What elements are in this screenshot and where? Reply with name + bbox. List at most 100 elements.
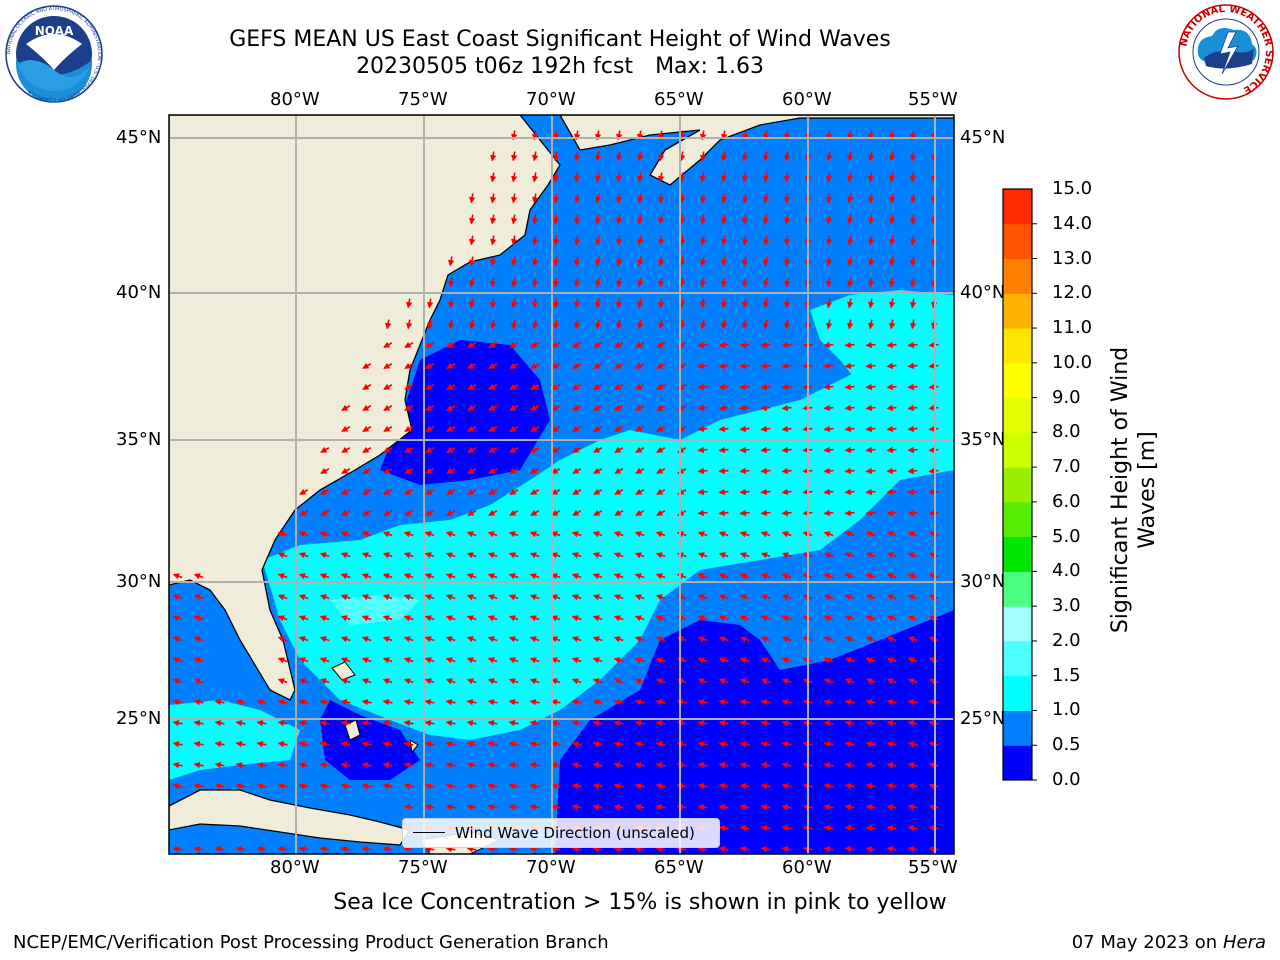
wave-direction-arrow — [572, 509, 582, 516]
wave-direction-arrow — [403, 531, 414, 538]
wave-direction-arrow — [781, 404, 792, 412]
wave-direction-arrow — [193, 698, 204, 706]
wave-direction-arrow — [594, 151, 602, 162]
wave-direction-arrow — [635, 362, 645, 369]
colorbar-title: Significant Height of Wind Waves [m] — [1108, 347, 1160, 633]
wave-direction-arrow — [403, 782, 414, 790]
wave-direction-arrow — [572, 341, 582, 348]
wave-direction-arrow — [361, 594, 372, 601]
wave-direction-arrow — [844, 404, 855, 412]
wave-direction-arrow — [509, 446, 519, 453]
wave-direction-arrow — [299, 509, 309, 516]
colorbar-tick-label: 15.0 — [1052, 178, 1093, 199]
wave-direction-arrow — [886, 404, 897, 412]
colorbar-tick-label: 1.5 — [1052, 664, 1081, 686]
wave-direction-arrow — [844, 719, 855, 727]
wave-direction-arrow — [466, 594, 477, 601]
wave-direction-arrow — [383, 404, 393, 411]
wave-direction-arrow — [466, 657, 477, 664]
wave-direction-arrow — [487, 552, 498, 559]
wave-direction-arrow — [320, 509, 330, 516]
wave-direction-arrow — [298, 782, 309, 790]
wave-direction-arrow — [551, 341, 561, 348]
wave-direction-arrow — [865, 552, 876, 559]
wave-direction-arrow — [468, 214, 476, 225]
wave-direction-arrow — [783, 214, 791, 225]
wave-direction-arrow — [529, 615, 540, 622]
wave-direction-arrow — [781, 761, 792, 769]
colorbar-tick-label: 10.0 — [1052, 351, 1093, 373]
lon-label-bottom-55: 55°W — [908, 857, 958, 878]
wave-direction-arrow — [656, 404, 666, 411]
colorbar-tick-label: 11.0 — [1052, 317, 1093, 339]
wave-direction-arrow — [467, 341, 477, 348]
wave-direction-arrow — [760, 636, 771, 643]
wave-direction-arrow — [823, 719, 834, 727]
wave-direction-arrow — [382, 719, 393, 727]
lat-label-left-30: 30°N — [116, 571, 162, 592]
wave-direction-arrow — [697, 845, 708, 853]
wave-direction-arrow — [656, 383, 666, 390]
wave-direction-arrow — [760, 824, 771, 832]
wave-direction-arrow — [573, 151, 581, 162]
wave-direction-arrow — [865, 657, 876, 664]
wave-direction-arrow — [886, 425, 897, 433]
lon-label-top-65: 65°W — [654, 89, 704, 110]
wave-direction-arrow — [718, 845, 729, 853]
wave-direction-arrow — [172, 761, 183, 769]
footer-branch: NCEP/EMC/Verification Post Processing Pr… — [13, 932, 609, 953]
wave-direction-arrow — [825, 193, 833, 204]
wave-direction-arrow — [529, 845, 540, 853]
wave-direction-arrow — [823, 761, 834, 769]
wave-direction-arrow — [572, 404, 582, 411]
wave-direction-arrow — [467, 404, 477, 411]
wave-direction-arrow — [614, 341, 624, 348]
wave-direction-arrow — [445, 698, 456, 706]
wave-direction-arrow — [886, 509, 897, 517]
wave-direction-arrow — [550, 573, 561, 580]
wave-direction-arrow — [593, 425, 603, 432]
wave-direction-arrow — [741, 277, 749, 288]
wave-direction-arrow — [613, 573, 624, 580]
wave-direction-arrow — [886, 782, 897, 790]
wave-direction-arrow — [382, 740, 393, 748]
wave-direction-arrow — [424, 719, 435, 727]
wave-direction-arrow — [760, 509, 771, 517]
wave-direction-arrow — [697, 341, 708, 349]
wave-direction-arrow — [678, 172, 686, 183]
wave-direction-arrow — [594, 298, 602, 309]
wave-direction-arrow — [529, 803, 540, 811]
wave-direction-arrow — [718, 803, 729, 811]
wave-direction-arrow — [467, 488, 477, 495]
wave-direction-arrow — [552, 151, 560, 162]
wave-direction-arrow — [615, 172, 623, 183]
wave-direction-arrow — [844, 488, 855, 496]
wave-direction-arrow — [382, 698, 393, 706]
wave-direction-arrow — [823, 509, 834, 517]
wave-direction-arrow — [467, 446, 477, 453]
wave-direction-arrow — [886, 824, 897, 832]
wave-direction-arrow — [636, 319, 644, 330]
wave-direction-arrow — [571, 636, 582, 643]
wave-direction-arrow — [760, 719, 771, 727]
colorbar-segment — [1003, 397, 1032, 433]
wave-direction-arrow — [468, 319, 476, 330]
wave-direction-arrow — [739, 657, 750, 664]
wave-direction-arrow — [488, 383, 498, 390]
wave-direction-arrow — [508, 552, 519, 559]
wave-direction-arrow — [446, 446, 456, 453]
forecast-date: 20230505 t06z 192h fcst — [356, 54, 634, 79]
wave-direction-arrow — [781, 467, 792, 475]
wave-direction-arrow — [277, 615, 288, 622]
wave-direction-arrow — [572, 446, 582, 453]
wave-direction-arrow — [277, 845, 288, 853]
wave-direction-arrow — [865, 845, 876, 853]
wave-direction-arrow — [656, 467, 666, 474]
wave-direction-arrow — [509, 467, 519, 474]
wave-direction-arrow — [467, 509, 477, 516]
legend-line-swatch — [413, 832, 445, 833]
wave-direction-arrow — [615, 277, 623, 288]
wave-direction-arrow — [697, 636, 708, 643]
wave-direction-arrow — [699, 172, 707, 183]
wave-direction-arrow — [571, 803, 582, 811]
